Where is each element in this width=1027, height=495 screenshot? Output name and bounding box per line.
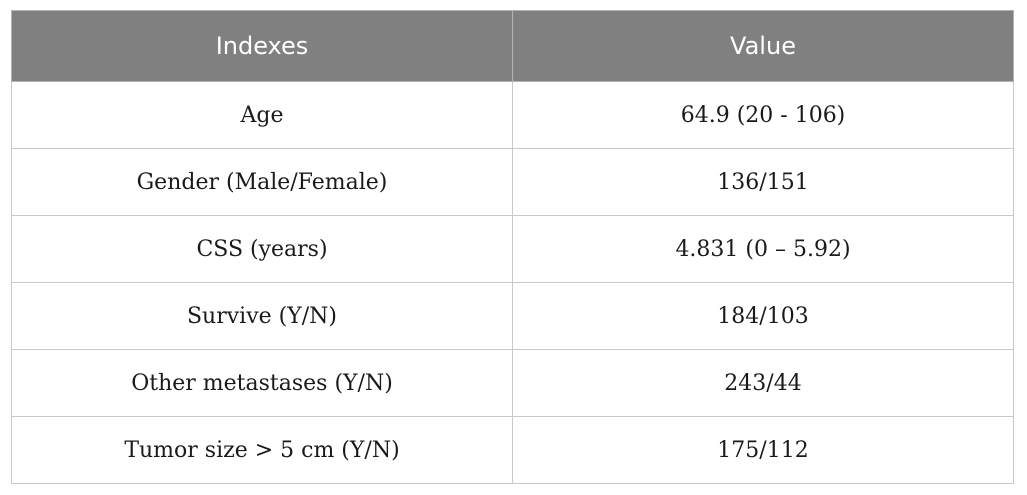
table-row: CSS (years) 4.831 (0 – 5.92): [11, 215, 1014, 283]
table-header-row: Indexes Value: [11, 10, 1014, 82]
column-header-indexes: Indexes: [11, 10, 513, 82]
value-cell: 136/151: [512, 148, 1014, 216]
index-cell: Age: [11, 81, 513, 149]
value-cell: 64.9 (20 - 106): [512, 81, 1014, 149]
data-table: Indexes Value Age 64.9 (20 - 106) Gender…: [11, 10, 1014, 484]
value-cell: 243/44: [512, 349, 1014, 417]
data-table-container: Indexes Value Age 64.9 (20 - 106) Gender…: [11, 10, 1014, 484]
value-cell: 4.831 (0 – 5.92): [512, 215, 1014, 283]
index-cell: Survive (Y/N): [11, 282, 513, 350]
table-row: Gender (Male/Female) 136/151: [11, 148, 1014, 216]
value-cell: 175/112: [512, 416, 1014, 484]
table-row: Other metastases (Y/N) 243/44: [11, 349, 1014, 417]
table-row: Survive (Y/N) 184/103: [11, 282, 1014, 350]
value-cell: 184/103: [512, 282, 1014, 350]
index-cell: Gender (Male/Female): [11, 148, 513, 216]
index-cell: CSS (years): [11, 215, 513, 283]
column-header-value: Value: [512, 10, 1014, 82]
table-row: Age 64.9 (20 - 106): [11, 81, 1014, 149]
index-cell: Other metastases (Y/N): [11, 349, 513, 417]
index-cell: Tumor size > 5 cm (Y/N): [11, 416, 513, 484]
table-row: Tumor size > 5 cm (Y/N) 175/112: [11, 416, 1014, 484]
